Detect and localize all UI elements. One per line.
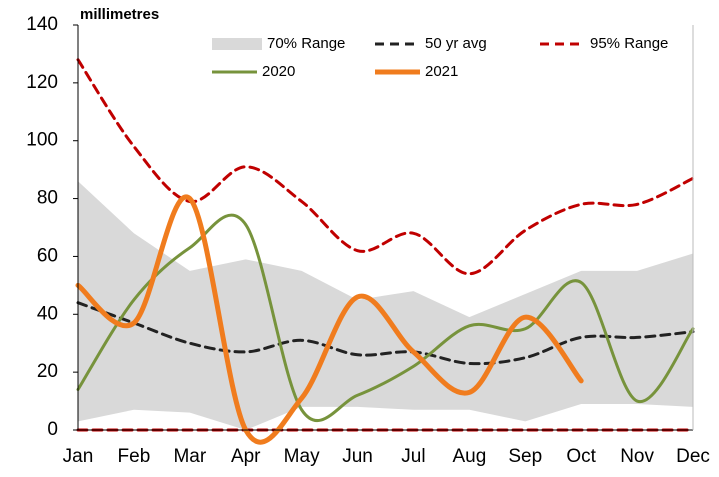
x-tick-label: Dec — [676, 446, 710, 467]
chart-title: millimetres — [80, 6, 159, 23]
y-tick-label: 60 — [37, 245, 58, 266]
data-line — [75, 194, 584, 445]
x-tick-label: Jun — [342, 446, 373, 467]
x-tick-label: Aug — [452, 446, 486, 467]
x-tick-label: Oct — [566, 446, 596, 467]
y-tick-label: 80 — [37, 188, 58, 209]
legend-label: 2020 — [262, 63, 295, 80]
x-tick-label: Mar — [173, 446, 206, 467]
legend-label: 50 yr avg — [425, 35, 487, 52]
x-tick-label: Jan — [63, 446, 94, 467]
x-tick-label: Apr — [231, 446, 261, 467]
x-tick-label: Jul — [401, 446, 425, 467]
x-tick-label: Sep — [508, 446, 542, 467]
range-band — [78, 181, 693, 430]
y-tick-label: 40 — [37, 303, 58, 324]
data-line — [76, 301, 695, 366]
y-tick-label: 120 — [26, 72, 58, 93]
legend-swatch — [212, 38, 262, 50]
y-tick-label: 100 — [26, 130, 58, 151]
plot-area — [75, 58, 695, 445]
data-line — [76, 213, 695, 423]
y-tick-label: 140 — [26, 14, 58, 35]
y-tick-label: 0 — [47, 419, 58, 440]
legend-label: 95% Range — [590, 35, 668, 52]
x-tick-label: Nov — [620, 446, 654, 467]
x-tick-label: Feb — [118, 446, 151, 467]
x-tick-label: May — [284, 446, 320, 467]
y-tick-label: 20 — [37, 361, 58, 382]
legend-label: 2021 — [425, 63, 458, 80]
data-line — [76, 58, 695, 276]
legend-label: 70% Range — [267, 35, 345, 52]
